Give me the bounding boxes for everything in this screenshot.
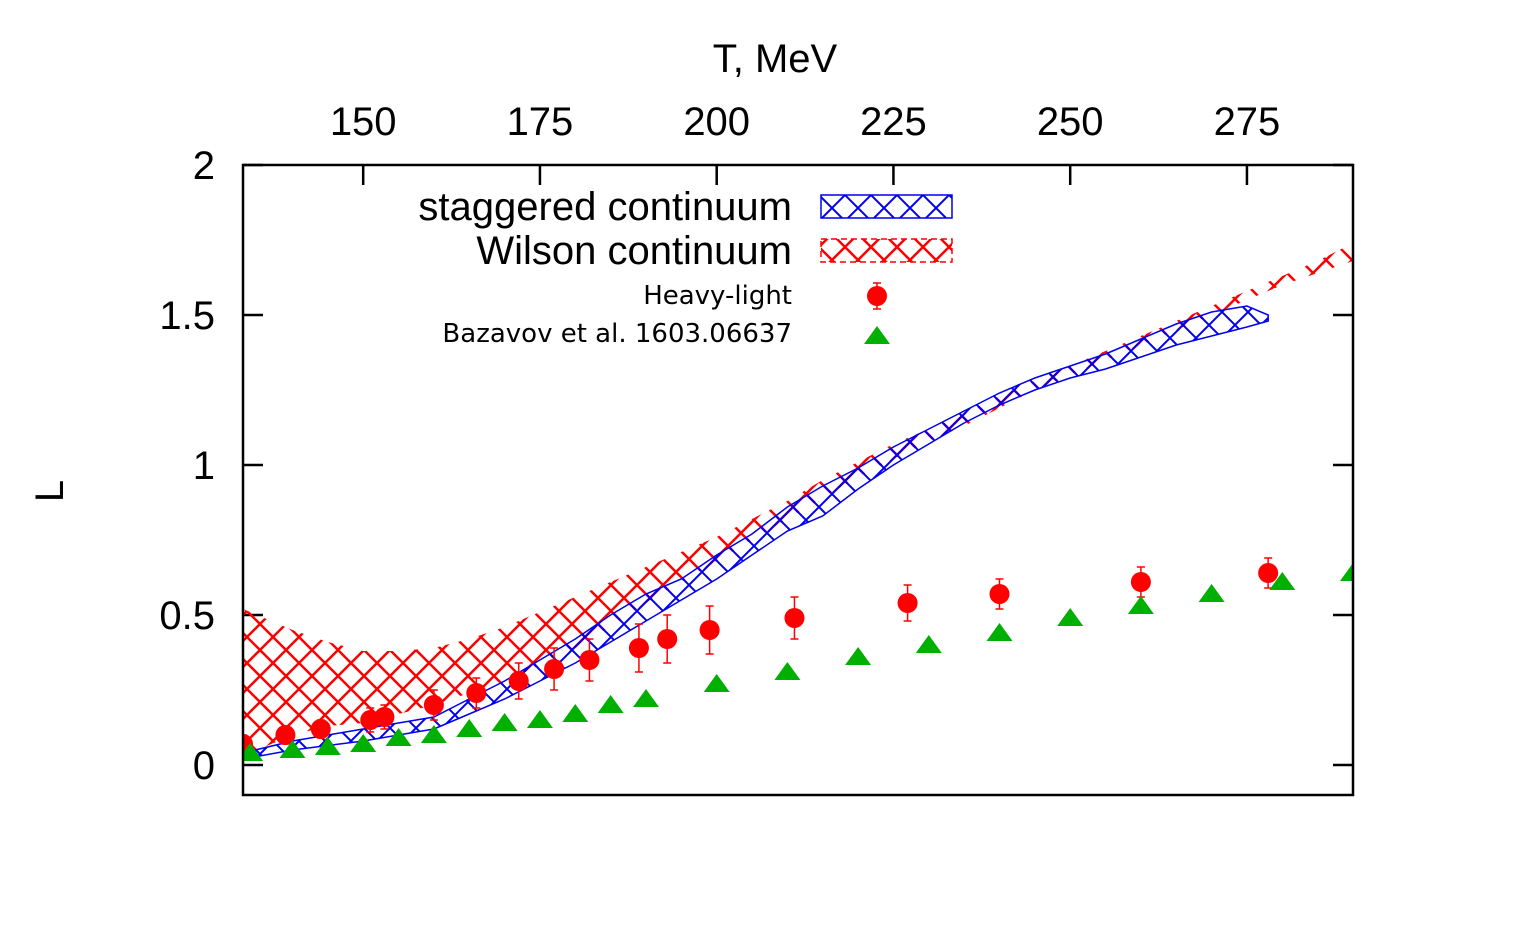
y-ticks: 0 0.5 1 1.5 2 [159, 144, 1353, 788]
bazavov-point [1127, 596, 1154, 614]
heavy-light-point [1130, 566, 1151, 598]
legend-marker-heavy-light [867, 282, 887, 310]
bazavov-point [1057, 608, 1084, 626]
heavy-light-point [897, 584, 918, 622]
heavy-light-point [544, 647, 565, 691]
x-tick-label: 250 [1037, 100, 1104, 144]
heavy-light-point [1258, 557, 1279, 589]
legend-label-staggered: staggered continuum [418, 185, 792, 229]
legend-marker-bazavov [864, 326, 890, 344]
y-tick-label: 0 [193, 744, 215, 788]
bazavov-point [1198, 584, 1225, 602]
bazavov-point [597, 695, 624, 713]
heavy-light-point [508, 662, 529, 700]
bazavov-point [986, 623, 1013, 641]
heavy-light-point [784, 596, 805, 640]
x-tick-label: 175 [507, 100, 574, 144]
bazavov-point [1340, 563, 1353, 581]
bazavov-point [314, 737, 341, 755]
heavy-light-point [466, 677, 487, 709]
bazavov-point [632, 689, 659, 707]
bazavov-point [915, 635, 942, 653]
y-tick-label: 1.5 [159, 294, 215, 338]
x-tick-label: 150 [330, 100, 397, 144]
y-tick-label: 2 [193, 144, 215, 188]
legend-swatch-wilson [820, 238, 953, 263]
legend-label-heavy-light: Heavy-light [643, 281, 792, 311]
bazavov-point [243, 743, 264, 761]
bazavov-point [491, 713, 518, 731]
legend-label-bazavov: Bazavov et al. 1603.06637 [442, 319, 792, 349]
heavy-light-point [374, 704, 395, 730]
y-tick-label: 1 [193, 444, 215, 488]
bands-layer [243, 243, 1353, 760]
x-tick-label: 225 [860, 100, 927, 144]
bazavov-point [562, 704, 589, 722]
heavy-light-point [275, 725, 296, 745]
x-tick-label: 200 [683, 100, 750, 144]
bazavov-point [385, 728, 412, 746]
legend-swatch-staggered [820, 194, 953, 219]
bazavov-point [456, 719, 483, 737]
y-tick-label: 0.5 [159, 594, 215, 638]
y-axis-title: L [28, 480, 72, 502]
bazavov-point [774, 662, 801, 680]
x-axis-title: T, MeV [713, 37, 838, 81]
legend-label-wilson: Wilson continuum [476, 229, 792, 273]
bazavov-point [279, 740, 306, 758]
plot-frame [241, 163, 1355, 797]
bazavov-point [845, 647, 872, 665]
bazavov-point [526, 710, 553, 728]
heavy-light-point [699, 605, 720, 655]
points-layer [243, 557, 1353, 761]
bazavov-point [703, 674, 730, 692]
heavy-light-point [579, 638, 600, 682]
legend: staggered continuum Wilson continuum Hea… [418, 185, 953, 349]
x-ticks: 150 175 200 225 250 275 [330, 100, 1281, 185]
heavy-light-point [989, 578, 1010, 610]
bazavov-point [420, 725, 447, 743]
bazavov-point [350, 734, 377, 752]
bazavov-point [1269, 572, 1296, 590]
heavy-light-point [657, 614, 678, 664]
heavy-light-point [628, 623, 649, 673]
heavy-light-point [310, 719, 331, 739]
band-staggered-continuum [243, 305, 1269, 760]
x-tick-label: 275 [1214, 100, 1281, 144]
heavy-light-point [423, 689, 444, 721]
